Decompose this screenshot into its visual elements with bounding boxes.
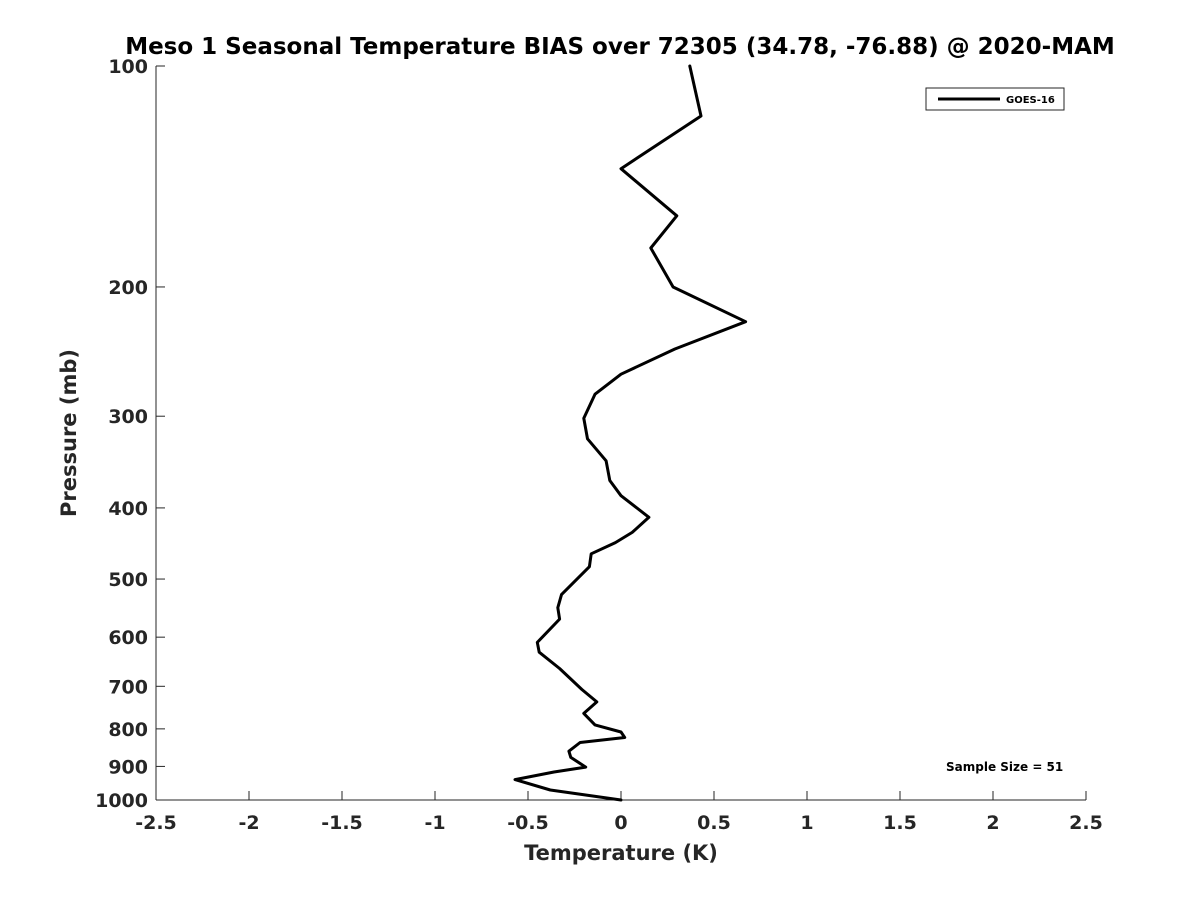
x-tick-label: 0.5 bbox=[697, 812, 731, 834]
y-tick-label: 100 bbox=[108, 56, 148, 78]
x-tick-label: 1 bbox=[800, 812, 813, 834]
x-tick-label: 1.5 bbox=[883, 812, 917, 834]
x-tick-label: -2 bbox=[238, 812, 259, 834]
x-axis-label: Temperature (K) bbox=[524, 841, 718, 865]
x-tick-label: 2 bbox=[986, 812, 999, 834]
x-tick-label: -2.5 bbox=[135, 812, 177, 834]
series-layer bbox=[513, 64, 748, 802]
y-tick-label: 400 bbox=[108, 498, 148, 520]
x-axis-ticks: -2.5 -2 -1.5 -1 -0.5 0 0.5 1 1.5 2 2.5 bbox=[135, 791, 1103, 834]
y-tick-label: 600 bbox=[108, 627, 148, 649]
y-tick-label: 200 bbox=[108, 277, 148, 299]
y-tick-label: 1000 bbox=[95, 790, 148, 812]
y-tick-label: 800 bbox=[108, 719, 148, 741]
legend-label-goes-16: GOES-16 bbox=[1006, 95, 1055, 106]
x-tick-label: 0 bbox=[614, 812, 627, 834]
x-tick-label: -1 bbox=[424, 812, 445, 834]
series-line-goes-16 bbox=[513, 64, 748, 802]
x-tick-label: -1.5 bbox=[321, 812, 363, 834]
sample-size-annotation: Sample Size = 51 bbox=[946, 760, 1063, 774]
y-axis-label: Pressure (mb) bbox=[57, 349, 81, 517]
x-tick-label: 2.5 bbox=[1069, 812, 1103, 834]
y-tick-label: 700 bbox=[108, 676, 148, 698]
plot-axes bbox=[155, 66, 1086, 801]
legend: GOES-16 bbox=[925, 87, 1065, 111]
chart-title: Meso 1 Seasonal Temperature BIAS over 72… bbox=[125, 34, 1115, 60]
y-tick-label: 300 bbox=[108, 406, 148, 428]
y-axis-ticks: 100 200 300 400 500 600 700 800 900 1000 bbox=[95, 56, 165, 812]
x-tick-label: -0.5 bbox=[507, 812, 549, 834]
y-tick-label: 900 bbox=[108, 756, 148, 778]
y-tick-label: 500 bbox=[108, 569, 148, 591]
